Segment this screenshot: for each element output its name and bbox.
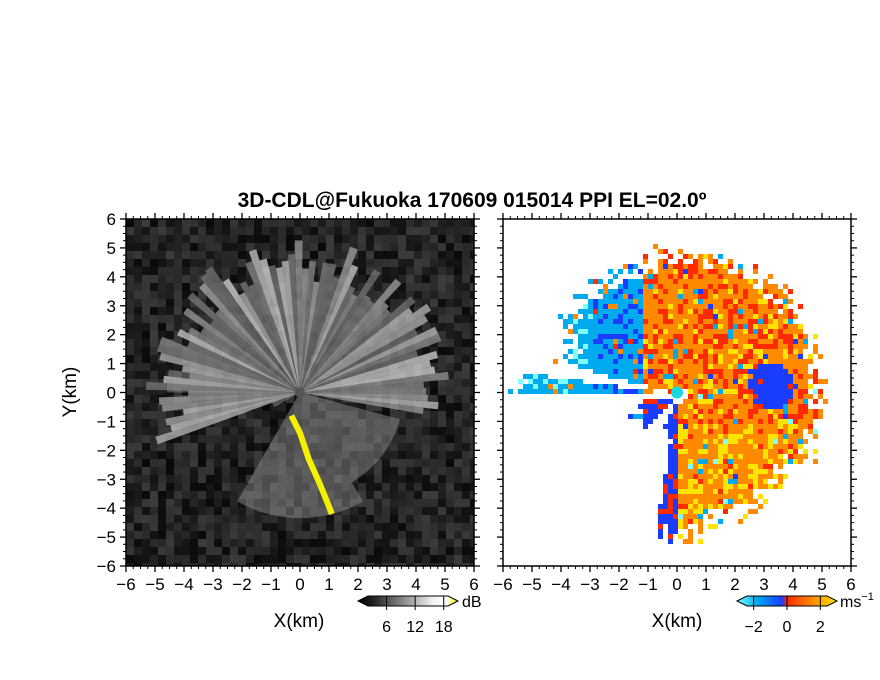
colorbar-tick-label: 12 [406, 619, 424, 636]
x-tick-label: −2 [232, 575, 251, 594]
y-tick-label: 0 [107, 384, 116, 403]
backscatter-image [126, 219, 474, 566]
radar-site-marker [671, 386, 683, 399]
radar-site-marker [295, 387, 305, 398]
x-tick-label: −5 [145, 575, 164, 594]
x-tick-label: −6 [493, 575, 512, 594]
x-tick-label: −3 [580, 575, 599, 594]
x-tick-label: 5 [817, 575, 826, 594]
x-tick-label: −4 [174, 575, 193, 594]
x-tick-label: 2 [730, 575, 739, 594]
chart-title: 3D-CDL@Fukuoka 170609 015014 PPI EL=02.0… [238, 189, 707, 212]
y-axis-label: Y(km) [60, 367, 81, 418]
x-tick-label: 2 [353, 575, 362, 594]
x-tick-label: 6 [846, 575, 855, 594]
x-tick-label: 4 [788, 575, 797, 594]
y-tick-label: −6 [97, 557, 116, 576]
colorbar-tick-label: 6 [382, 619, 391, 636]
y-tick-label: −1 [97, 412, 116, 431]
y-tick-label: 6 [107, 210, 116, 229]
backscatter-colorbar-unit: dB [462, 594, 482, 611]
x-tick-label: −2 [609, 575, 628, 594]
x-tick-label: 1 [701, 575, 710, 594]
y-tick-label: 1 [107, 355, 116, 374]
velocity-ticks: −6 −5 −4 −3 −2 −1 0 1 2 3 4 5 6 [493, 213, 857, 594]
y-tick-label: −4 [97, 499, 116, 518]
backscatter-colorbar: 6 12 18 dB [356, 594, 482, 636]
y-tick-label: 5 [107, 239, 116, 258]
backscatter-ticks: −6 −5 −4 −3 −2 −1 0 1 2 3 4 5 6 6 5 4 3 2 1 0 −1 −2 −3 −4 −5 −6 [97, 210, 480, 594]
backscatter-colorbar-bar [356, 595, 460, 607]
x-tick-label: 3 [382, 575, 391, 594]
y-tick-label: −5 [97, 528, 116, 547]
y-tick-label: −2 [97, 441, 116, 460]
x-tick-label: 3 [759, 575, 768, 594]
x-tick-label: −6 [116, 575, 135, 594]
x-tick-label: 1 [324, 575, 333, 594]
velocity-colorbar-unit: ms−1 [840, 591, 874, 611]
colorbar-tick-label: 2 [816, 619, 825, 636]
x-tick-label: 0 [295, 575, 304, 594]
x-tick-label: 6 [469, 575, 478, 594]
y-tick-label: 2 [107, 326, 116, 345]
x-tick-label: −4 [551, 575, 570, 594]
velocity-colorbar: −2 0 2 ms−1 [735, 591, 874, 636]
x-tick-label: 4 [411, 575, 420, 594]
y-tick-label: 3 [107, 297, 116, 316]
x-tick-label: −1 [261, 575, 280, 594]
x-tick-label: −5 [522, 575, 541, 594]
velocity-x-axis-label: X(km) [652, 611, 703, 632]
velocity-panel: −6 −5 −4 −3 −2 −1 0 1 2 3 4 5 6 X(km) [493, 213, 857, 632]
highlight-feature [288, 414, 335, 516]
x-tick-label: 5 [440, 575, 449, 594]
y-tick-label: 4 [107, 268, 116, 287]
backscatter-x-axis-label: X(km) [274, 611, 325, 632]
colorbar-tick-label: 18 [435, 619, 453, 636]
colorbar-tick-label: 0 [783, 619, 792, 636]
x-tick-label: −3 [203, 575, 222, 594]
x-tick-label: −1 [638, 575, 657, 594]
y-tick-label: −3 [97, 470, 116, 489]
x-tick-label: 0 [672, 575, 681, 594]
backscatter-panel: −6 −5 −4 −3 −2 −1 0 1 2 3 4 5 6 6 5 4 3 2 1 0 −1 −2 −3 −4 −5 −6 X… [60, 210, 480, 632]
colorbar-tick-label: −2 [745, 619, 763, 636]
velocity-image [508, 244, 828, 544]
